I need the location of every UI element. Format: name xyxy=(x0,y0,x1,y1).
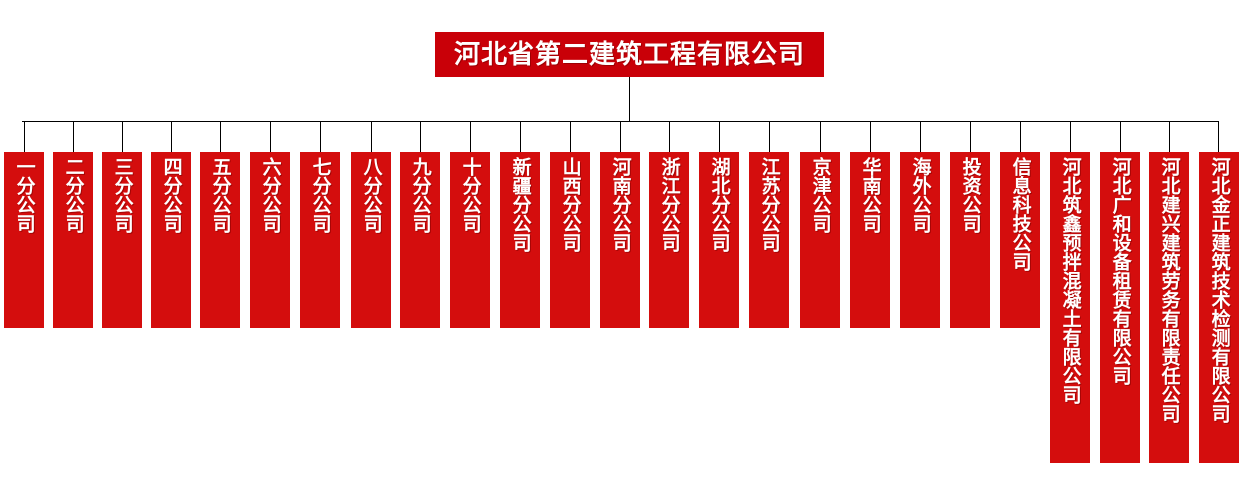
org-node-14[interactable]: 湖北分公司 xyxy=(699,152,739,328)
connector-drop-line xyxy=(520,121,521,152)
org-node-11[interactable]: 山西分公司 xyxy=(550,152,590,328)
org-node-1[interactable]: 二分公司 xyxy=(53,152,93,328)
connector-drop-line xyxy=(820,121,821,152)
org-node-4[interactable]: 五分公司 xyxy=(200,152,240,328)
connector-drop-line xyxy=(669,121,670,152)
connector-drop-line xyxy=(920,121,921,152)
org-node-label: 十分公司 xyxy=(459,157,482,233)
org-node-18[interactable]: 海外公司 xyxy=(900,152,940,328)
org-node-label: 河北筑鑫预拌混凝土有限公司 xyxy=(1059,157,1082,404)
org-node-3[interactable]: 四分公司 xyxy=(151,152,191,328)
connector-drop-line xyxy=(870,121,871,152)
org-node-23[interactable]: 河北建兴建筑劳务有限责任公司 xyxy=(1149,152,1189,463)
connector-drop-line xyxy=(1218,121,1219,152)
org-node-label: 七分公司 xyxy=(309,157,332,233)
connector-drop-line xyxy=(122,121,123,152)
connector-root-stem xyxy=(629,77,630,121)
org-node-15[interactable]: 江苏分公司 xyxy=(749,152,789,328)
org-node-10[interactable]: 新疆分公司 xyxy=(500,152,540,328)
root-node-company[interactable]: 河北省第二建筑工程有限公司 xyxy=(435,32,824,77)
connector-drop-line xyxy=(270,121,271,152)
org-node-label: 九分公司 xyxy=(409,157,432,233)
org-node-label: 河北建兴建筑劳务有限责任公司 xyxy=(1158,157,1181,423)
connector-drop-line xyxy=(420,121,421,152)
org-node-24[interactable]: 河北金正建筑技术检测有限公司 xyxy=(1199,152,1239,463)
org-node-9[interactable]: 十分公司 xyxy=(450,152,490,328)
org-node-label: 华南公司 xyxy=(859,157,882,233)
org-node-17[interactable]: 华南公司 xyxy=(850,152,890,328)
org-node-19[interactable]: 投资公司 xyxy=(950,152,990,328)
org-node-16[interactable]: 京津公司 xyxy=(800,152,840,328)
org-node-13[interactable]: 浙江分公司 xyxy=(649,152,689,328)
org-node-label: 投资公司 xyxy=(959,157,982,233)
org-node-20[interactable]: 信息科技公司 xyxy=(1000,152,1040,328)
org-node-label: 新疆分公司 xyxy=(509,157,532,252)
connector-drop-line xyxy=(1120,121,1121,152)
org-node-label: 五分公司 xyxy=(209,157,232,233)
org-node-label: 江苏分公司 xyxy=(758,157,781,252)
connector-drop-line xyxy=(1070,121,1071,152)
org-node-6[interactable]: 七分公司 xyxy=(300,152,340,328)
org-node-label: 湖北分公司 xyxy=(708,157,731,252)
org-node-label: 海外公司 xyxy=(909,157,932,233)
connector-drop-line xyxy=(220,121,221,152)
connector-drop-line xyxy=(769,121,770,152)
org-node-8[interactable]: 九分公司 xyxy=(400,152,440,328)
connector-drop-line xyxy=(24,121,25,152)
root-node-label: 河北省第二建筑工程有限公司 xyxy=(453,39,805,70)
org-node-label: 浙江分公司 xyxy=(658,157,681,252)
connector-drop-line xyxy=(1169,121,1170,152)
org-node-label: 京津公司 xyxy=(809,157,832,233)
connector-drop-line xyxy=(320,121,321,152)
org-node-22[interactable]: 河北广和设备租赁有限公司 xyxy=(1100,152,1140,463)
org-node-7[interactable]: 八分公司 xyxy=(351,152,391,328)
connector-drop-line xyxy=(620,121,621,152)
org-node-12[interactable]: 河南分公司 xyxy=(600,152,640,328)
org-node-label: 四分公司 xyxy=(160,157,183,233)
org-node-label: 一分公司 xyxy=(13,157,36,233)
connector-drop-line xyxy=(371,121,372,152)
org-node-label: 河北金正建筑技术检测有限公司 xyxy=(1208,157,1231,423)
org-node-label: 三分公司 xyxy=(111,157,134,233)
org-node-2[interactable]: 三分公司 xyxy=(102,152,142,328)
org-node-label: 八分公司 xyxy=(360,157,383,233)
connector-drop-line xyxy=(171,121,172,152)
org-node-5[interactable]: 六分公司 xyxy=(250,152,290,328)
org-node-label: 二分公司 xyxy=(62,157,85,233)
org-node-21[interactable]: 河北筑鑫预拌混凝土有限公司 xyxy=(1050,152,1090,463)
connector-drop-line xyxy=(719,121,720,152)
org-node-label: 河北广和设备租赁有限公司 xyxy=(1109,157,1132,385)
org-node-label: 河南分公司 xyxy=(609,157,632,252)
connector-drop-line xyxy=(1020,121,1021,152)
org-node-label: 信息科技公司 xyxy=(1009,157,1032,271)
org-node-0[interactable]: 一分公司 xyxy=(4,152,44,328)
connector-drop-line xyxy=(470,121,471,152)
connector-drop-line xyxy=(570,121,571,152)
connector-drop-line xyxy=(970,121,971,152)
connector-drop-line xyxy=(73,121,74,152)
org-node-label: 山西分公司 xyxy=(559,157,582,252)
org-node-label: 六分公司 xyxy=(259,157,282,233)
